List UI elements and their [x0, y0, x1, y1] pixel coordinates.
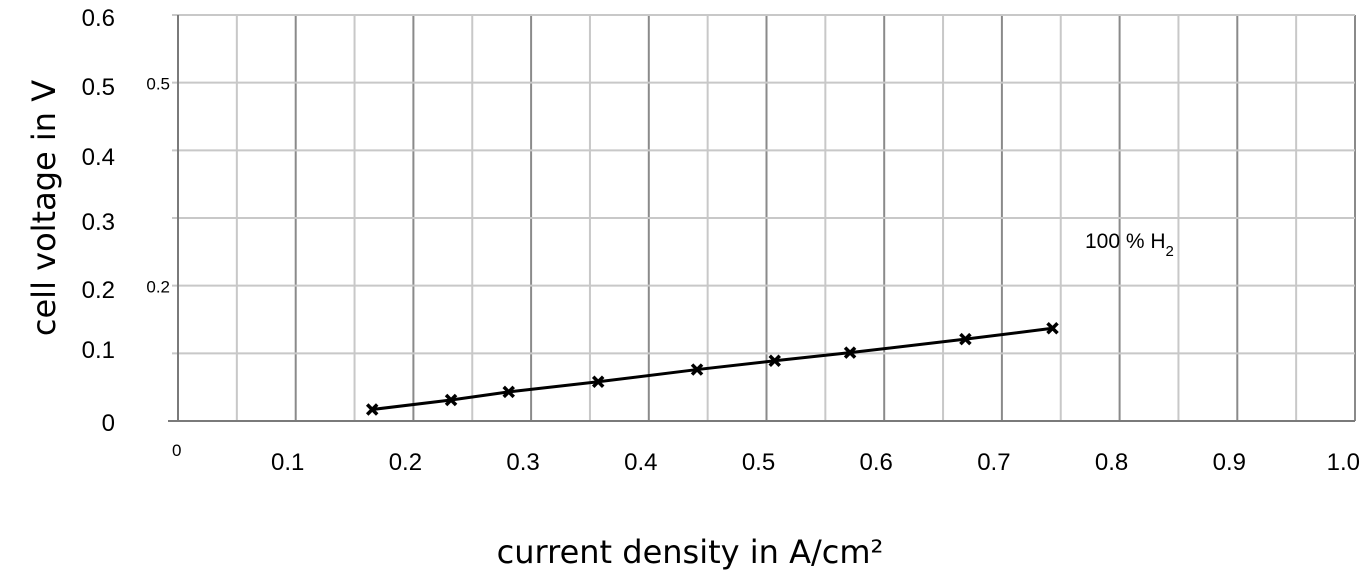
data-point-marker — [502, 385, 515, 399]
y-tick-labels: 0 0.1 0.2 0.3 0.4 0.5 0.6 0.5 0.2 — [82, 5, 170, 437]
x-axis-title: current density in A/cm² — [497, 533, 884, 571]
grid-lines — [172, 14, 1356, 421]
series-layer — [365, 322, 1059, 416]
x-tick-label: 0 — [172, 441, 181, 460]
y-tick-label: 0.2 — [82, 277, 115, 304]
series-label-main: 100 % H — [1085, 230, 1166, 253]
axes — [168, 15, 1355, 422]
series-label: 100 % H2 — [1085, 230, 1174, 260]
y-tick-label: 0.5 — [82, 74, 115, 101]
x-tick-label: 0.9 — [1213, 449, 1246, 476]
data-point-marker — [1046, 322, 1059, 335]
x-tick-label: 0.8 — [1095, 449, 1128, 476]
y-tick-label: 0.4 — [82, 144, 115, 171]
series-label-subscript: 2 — [1166, 243, 1174, 260]
data-point-marker — [690, 363, 704, 376]
y-axis-title: cell voltage in V — [25, 80, 63, 336]
data-point-marker — [843, 346, 857, 359]
data-point-marker — [591, 375, 605, 388]
x-tick-label: 0.1 — [271, 449, 304, 476]
x-tick-label: 0.6 — [860, 449, 893, 476]
data-point-marker — [959, 332, 972, 346]
y-tick-label: 0 — [102, 410, 115, 437]
data-point-marker — [444, 393, 458, 407]
y-tick-label: 0.1 — [82, 337, 115, 364]
y-tick-label-duplicate: 0.2 — [146, 278, 170, 297]
data-point-marker — [365, 403, 379, 416]
x-tick-label: 0.5 — [742, 449, 775, 476]
y-tick-label: 0.6 — [82, 5, 115, 32]
x-tick-label: 0.3 — [506, 449, 539, 476]
data-point-marker — [768, 354, 781, 368]
x-tick-label: 0.7 — [977, 449, 1010, 476]
x-tick-label: 1.0 — [1327, 449, 1360, 476]
x-tick-label: 0.2 — [389, 449, 422, 476]
x-tick-label: 0.4 — [624, 449, 657, 476]
x-tick-labels: 0 0.1 0.2 0.3 0.4 0.5 0.6 0.7 0.8 0.9 1.0 — [172, 441, 1360, 476]
y-tick-label: 0.3 — [82, 209, 115, 236]
y-tick-label-duplicate: 0.5 — [146, 75, 170, 94]
series-line — [372, 326, 1053, 411]
